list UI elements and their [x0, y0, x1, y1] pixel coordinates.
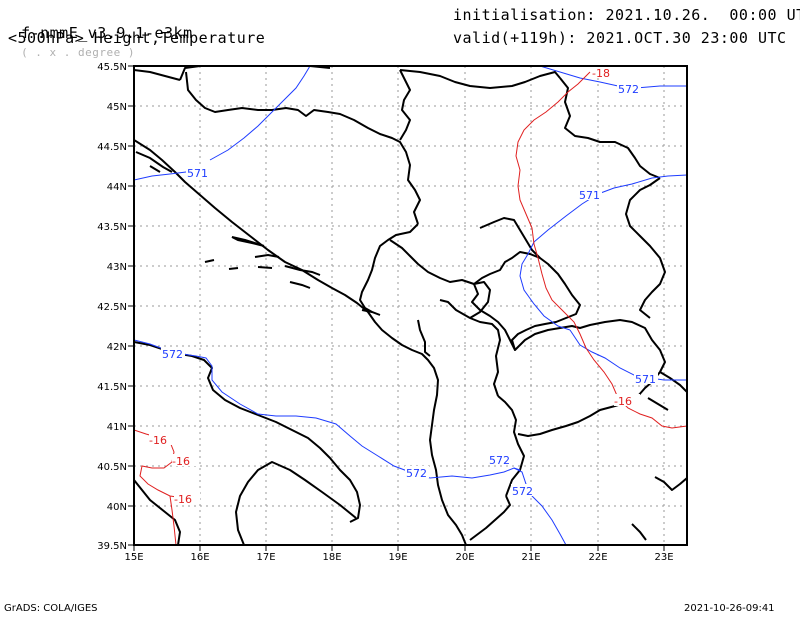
lat-label: 43N	[107, 262, 127, 273]
graticule	[134, 66, 687, 545]
contour-m18	[515, 71, 687, 429]
label-m16: -16	[174, 493, 192, 506]
label-m16: -16	[614, 395, 632, 408]
init-time: initialisation: 2021.10.26. 00:00 UTC	[453, 6, 800, 24]
border-serbia-west	[399, 69, 411, 141]
lon-label: 17E	[256, 552, 275, 563]
border-montenegro	[389, 239, 491, 319]
lon-label: 19E	[388, 552, 407, 563]
border-slovenia-croatia	[134, 69, 181, 81]
border-greece-bulgaria	[659, 371, 687, 393]
lat-label: 40.5N	[97, 462, 127, 473]
units-label: ( . x . degree )	[21, 46, 136, 59]
adriatic-east-coast	[134, 139, 467, 545]
lon-label: 23E	[654, 552, 673, 563]
lat-label: 43.5N	[97, 222, 127, 233]
lat-label: 44N	[107, 182, 127, 193]
label-571: 571	[187, 167, 208, 180]
contour-571-se	[569, 329, 687, 381]
country-borders	[134, 66, 687, 497]
lon-label: 22E	[588, 552, 607, 563]
latitude-labels: 45.5N 45N 44.5N 44N 43.5N 43N 42.5N 42N …	[97, 62, 127, 552]
border-croatia-hungary	[179, 66, 201, 81]
lon-label: 18E	[322, 552, 341, 563]
border-macedonia	[514, 319, 666, 437]
lat-label: 42.5N	[97, 302, 127, 313]
contour-572-ne	[539, 66, 687, 89]
tick-marks	[128, 65, 665, 551]
lon-label: 15E	[124, 552, 143, 563]
credit-label: GrADS: COLA/IGES	[4, 603, 98, 614]
border-montenegro-albania	[417, 319, 431, 357]
chalkidiki	[631, 523, 647, 541]
lat-label: 42N	[107, 342, 127, 353]
lon-label: 16E	[190, 552, 209, 563]
aegean-coast	[654, 476, 687, 491]
contour-labels: 571 571 571 572 572 572 572 572 -18 -16 …	[149, 66, 658, 506]
lat-label: 40N	[107, 502, 127, 513]
label-572: 572	[618, 83, 639, 96]
contour-571-north	[209, 66, 311, 161]
label-572: 572	[512, 485, 533, 498]
lon-label: 21E	[521, 552, 540, 563]
lon-label: 20E	[455, 552, 474, 563]
islands	[135, 151, 381, 316]
gulf-of-taranto	[235, 461, 357, 545]
model-name: f-nmmE_v3.9.1-e3km	[21, 24, 193, 42]
lat-label: 39.5N	[97, 541, 127, 552]
coastlines	[134, 139, 687, 545]
contour-572-mid	[513, 467, 521, 471]
border-croatia-bosnia	[185, 71, 421, 225]
lat-label: 45N	[107, 102, 127, 113]
border-mac-east	[647, 397, 669, 411]
longitude-labels: 15E 16E 17E 18E 19E 20E 21E 22E 23E	[124, 552, 673, 563]
valid-time: valid(+119h): 2021.OCT.30 23:00 UTC	[453, 29, 787, 47]
lat-label: 45.5N	[97, 62, 127, 73]
label-m16: -16	[149, 434, 167, 447]
border-bosnia-serbia-montenegro	[359, 223, 419, 313]
greek-coast	[469, 495, 511, 541]
contour-572-south	[409, 467, 567, 545]
label-571: 571	[579, 189, 600, 202]
border-serbia-bulgaria	[625, 177, 666, 319]
border-albania-east	[497, 395, 525, 497]
label-572: 572	[162, 348, 183, 361]
lat-label: 44.5N	[97, 142, 127, 153]
label-572: 572	[489, 454, 510, 467]
contour-571-spur	[519, 241, 571, 331]
border-hungary-serbia	[399, 69, 561, 89]
calabria	[134, 479, 181, 545]
timestamp-label: 2021-10-26-09:41	[684, 603, 775, 614]
label-572: 572	[406, 467, 427, 480]
contour-m16-b	[169, 495, 177, 545]
label-m18: -18	[592, 67, 610, 80]
lat-label: 41.5N	[97, 382, 127, 393]
contour-571-east	[533, 174, 687, 243]
label-571: 571	[635, 373, 656, 386]
border-kosovo	[471, 251, 581, 351]
border-romania-serbia	[559, 77, 661, 179]
label-m16: -16	[172, 455, 190, 468]
field-title: <500hPa> Height,Temperature	[8, 29, 266, 47]
lat-label: 41N	[107, 422, 127, 433]
border-albania-north	[439, 299, 501, 397]
